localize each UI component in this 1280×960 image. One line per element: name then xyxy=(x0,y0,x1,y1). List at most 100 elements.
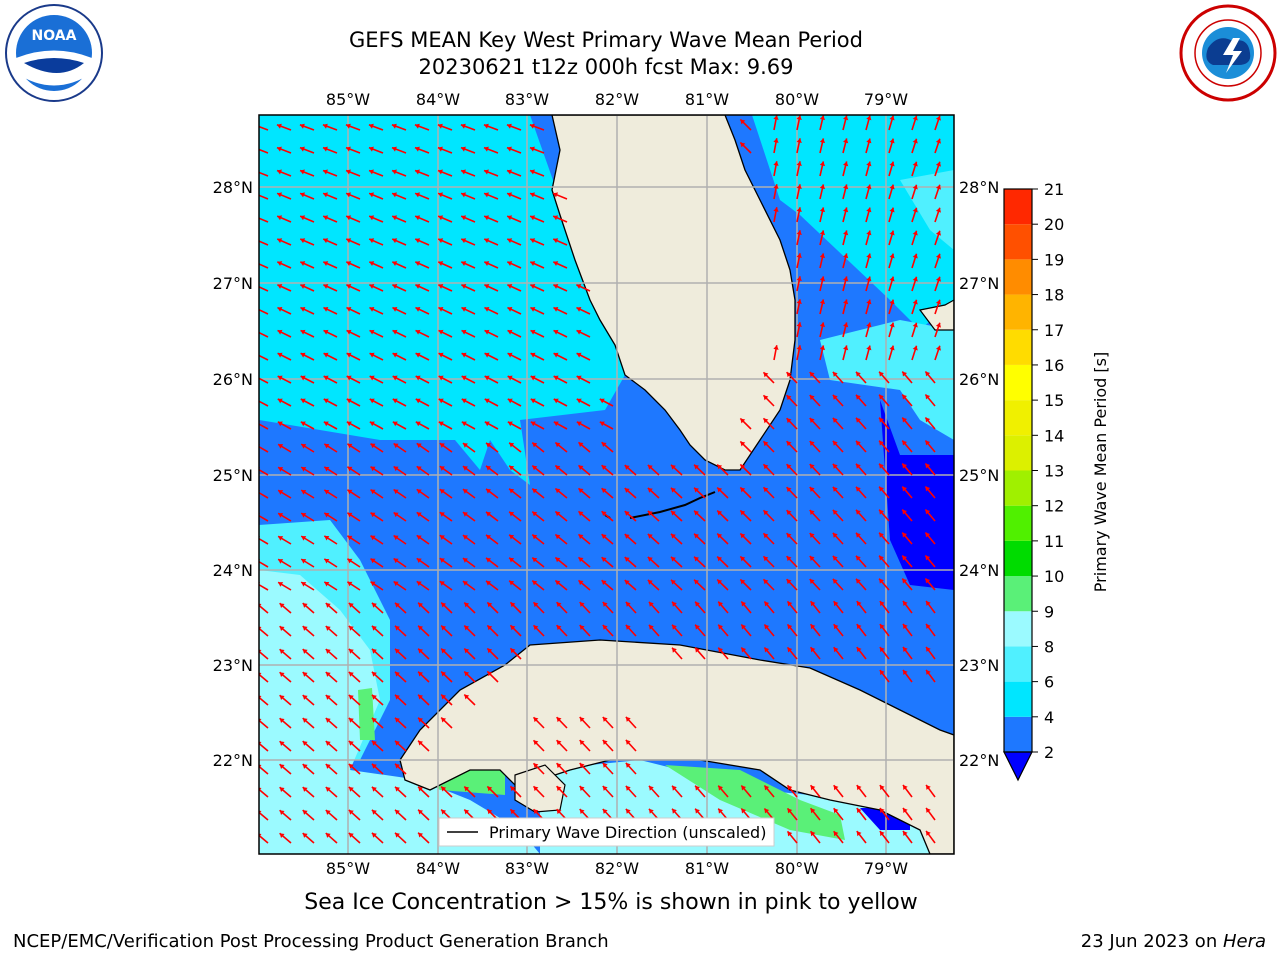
period-zone-bahamas-dark xyxy=(880,400,954,590)
wave-arrow-head xyxy=(889,230,895,236)
wave-arrow-head xyxy=(912,184,918,190)
wave-arrow-head xyxy=(926,669,931,675)
wave-arrow-head xyxy=(624,534,630,539)
wave-arrow-head xyxy=(670,487,676,493)
period-zone-atlantic xyxy=(752,115,954,330)
wave-arrow-head xyxy=(302,626,308,631)
wave-arrow-head xyxy=(507,375,513,381)
wave-arrow-head xyxy=(866,276,872,282)
wave-arrow-head xyxy=(553,306,559,312)
wave-arrow-head xyxy=(279,810,285,816)
wave-arrow-head xyxy=(695,601,700,607)
wave-arrow-head xyxy=(464,809,470,815)
wave-arrow-head xyxy=(509,511,515,517)
colorbar-segment xyxy=(1004,189,1032,225)
wave-arrow xyxy=(259,194,269,200)
wave-arrow-head xyxy=(670,510,676,516)
wave-arrow-head xyxy=(323,375,329,381)
wave-arrow-head xyxy=(578,557,584,563)
wave-arrow xyxy=(259,673,269,683)
wave-arrow-head xyxy=(741,808,747,814)
wave-arrow-head xyxy=(302,741,308,746)
wave-arrow-head xyxy=(510,625,516,631)
noaa-logo: NOAA xyxy=(4,3,104,107)
wave-arrow-head xyxy=(346,375,352,381)
lon-label-top: 81°W xyxy=(685,90,729,109)
wave-arrow-head xyxy=(819,276,826,282)
lon-label-bottom: 81°W xyxy=(685,859,729,878)
wave-arrow-head xyxy=(576,375,582,381)
svg-text:NOAA: NOAA xyxy=(32,28,77,44)
colorbar-tick-label: 21 xyxy=(1044,180,1064,199)
wave-arrow-head xyxy=(277,329,283,335)
wave-arrow-head xyxy=(935,299,942,305)
wave-arrow-head xyxy=(532,511,538,517)
wave-arrow-head xyxy=(843,345,849,351)
wave-arrow-head xyxy=(718,647,724,653)
wave-arrow-head xyxy=(371,671,377,677)
wave-arrow-head xyxy=(866,138,872,144)
wave-arrow-head xyxy=(902,808,908,813)
wave-arrow-head xyxy=(393,489,399,495)
wave-arrow-head xyxy=(461,375,467,381)
wave-arrow-head xyxy=(392,329,398,335)
wave-arrow-head xyxy=(369,398,375,404)
colorbar-label: Primary Wave Mean Period [s] xyxy=(1091,352,1110,592)
wave-arrow-head xyxy=(510,786,516,792)
wave-arrow-head xyxy=(346,215,352,221)
wave-arrow-head xyxy=(786,510,792,516)
wave-arrow-head xyxy=(578,580,584,586)
wave-arrow-head xyxy=(441,625,447,631)
wave-arrow-head xyxy=(533,763,539,769)
wave-arrow-head xyxy=(601,465,607,471)
wave-arrow-head xyxy=(346,284,352,289)
wave-arrow xyxy=(259,377,269,384)
wave-arrow-head xyxy=(602,717,608,722)
wave-arrow-head xyxy=(879,785,885,791)
wave-arrow-head xyxy=(323,306,329,312)
wave-arrow-head xyxy=(576,284,582,289)
wave-arrow-head xyxy=(773,184,779,189)
wave-arrow-head xyxy=(395,832,400,838)
wave-arrow-head xyxy=(809,418,815,423)
wave-arrow-head xyxy=(486,580,492,586)
wave-arrow xyxy=(259,171,269,177)
wave-arrow xyxy=(259,331,269,338)
wave-arrow-head xyxy=(625,716,631,722)
wave-arrow-head xyxy=(796,345,802,351)
wave-arrow xyxy=(259,445,269,453)
wave-arrow-head xyxy=(843,299,849,305)
wave-arrow-head xyxy=(935,322,942,328)
wave-arrow-head xyxy=(856,440,861,446)
lon-label-bottom: 80°W xyxy=(775,859,819,878)
wave-arrow-head xyxy=(415,192,421,198)
wave-arrow-head xyxy=(741,601,747,607)
wave-arrow-head xyxy=(764,624,770,630)
wave-arrow-head xyxy=(462,512,468,517)
wave-arrow xyxy=(259,650,269,660)
wave-arrow-head xyxy=(300,284,306,289)
wave-arrow-head xyxy=(912,138,918,144)
wave-arrow-head xyxy=(555,557,561,563)
wave-arrow-head xyxy=(532,442,538,448)
wave-arrow-head xyxy=(507,421,513,427)
wave-arrow-head xyxy=(416,443,422,448)
colorbar-tick-label: 4 xyxy=(1044,708,1054,727)
wave-arrow xyxy=(259,765,269,775)
wave-arrow-head xyxy=(796,207,802,213)
wave-arrow-head xyxy=(414,146,420,152)
wave-arrow-head xyxy=(902,578,908,584)
lat-label-left: 22°N xyxy=(213,751,253,770)
colorbar-segment xyxy=(1004,329,1032,365)
wave-arrow xyxy=(259,217,269,223)
wave-arrow-head xyxy=(833,647,839,653)
wave-arrow-head xyxy=(414,123,420,129)
wave-arrow-head xyxy=(415,352,421,358)
wave-arrow-head xyxy=(441,809,447,815)
wave-arrow-head xyxy=(625,808,631,814)
wave-arrow-head xyxy=(461,192,467,198)
lat-label-right: 25°N xyxy=(959,466,999,485)
wave-arrow-head xyxy=(324,512,330,518)
wave-arrow-head xyxy=(902,486,908,492)
wave-arrow-head xyxy=(302,833,308,838)
